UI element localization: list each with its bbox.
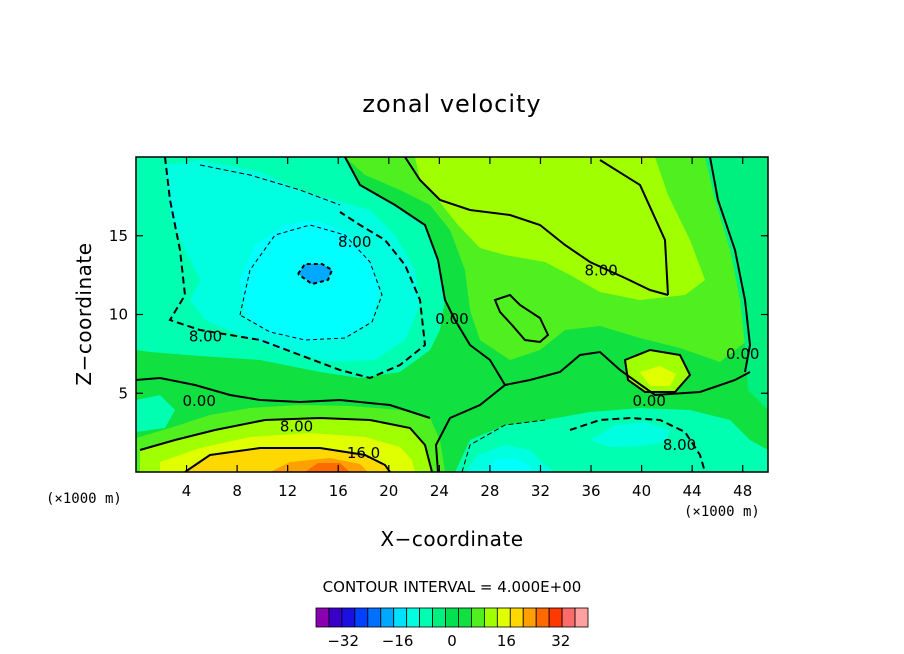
contour-zero-right [504,350,751,397]
contour-minus4-upper-left [199,164,341,206]
contour-minus4-lower-right [461,419,546,472]
contour-interval-text: CONTOUR INTERVAL = 4.000E+00 [323,578,582,596]
x-tick-label: 40 [632,482,651,500]
contour-labels: 8.00 8.00 8.00 0.00 0.00 8.00 16.0 0.00 8.00 0.00 [182,233,759,462]
contour-16-lower-left [184,447,391,472]
contour-8-lower-left [139,416,433,472]
contour-minus8-upper-left [164,157,427,380]
band-upper-right-12 [588,160,668,290]
band-lower-left-minus4 [136,395,175,432]
x-unit-label-left: (×1000 m) [46,491,122,507]
chart-title: zonal velocity [362,90,541,118]
x-tick-label: 12 [278,482,297,500]
colorbar-tick-label: 0 [447,632,457,650]
contour-minus8-lower-right [569,416,706,472]
colorbar-swatch [432,607,446,628]
colorbar-swatch [535,607,550,628]
x-tick-label: 44 [683,482,702,500]
x-tick-label: 4 [182,482,192,500]
colorbar-swatch [315,607,330,628]
colorbar-swatch [509,607,524,628]
band-lower-right-minus12 [485,458,532,472]
colorbar-swatch [367,607,382,628]
x-axis-title: X−coordinate [380,527,523,551]
x-tick-label: 24 [430,482,449,500]
y-axis-title: Z−coordinate [72,242,96,385]
contour-label: 8.00 [663,436,696,454]
contour-8-right-lobe [623,348,692,393]
band-island-8 [495,295,548,342]
x-tick-label: 32 [531,482,550,500]
x-tick-label: 8 [232,482,242,500]
colorbar-swatch [483,607,498,628]
colorbar-tick-label: 32 [551,632,570,650]
band-right-edge-minus4 [705,157,768,410]
colorbar-swatch [574,607,589,628]
contour-island [493,293,550,344]
colorbar-tick-label: −16 [382,632,414,650]
y-axis: 5 10 15 [109,227,768,402]
contour-label: 8.00 [189,328,222,346]
x-tick-label: 48 [733,482,752,500]
y-tick-label: 10 [109,306,128,324]
x-tick-label: 28 [480,482,499,500]
colorbar-swatch [496,607,511,628]
contour-label: 8.00 [584,261,617,279]
band-upper-left-minus16 [298,264,332,284]
x-tick-label: 16 [329,482,348,500]
colorbar-swatch [393,607,408,628]
contour-label: 0.00 [182,392,215,410]
x-tick-label: 20 [379,482,398,500]
colorbar-swatch [328,607,343,628]
colorbar-swatch [354,607,369,628]
contour-8-upper-right [404,157,669,296]
x-unit-label-right: (×1000 m) [684,504,760,520]
colorbar-swatch [458,607,472,628]
contour-label: 0.00 [726,345,759,363]
colorbar-swatch [380,607,395,628]
x-tick-label: 36 [581,482,600,500]
colorbar-swatch [471,607,485,628]
colorbar-tick-label: −32 [327,632,359,650]
colorbar-swatch [522,607,537,628]
colorbar-swatch [561,607,576,628]
y-tick-label: 5 [118,384,128,402]
contour-label: 8.00 [280,417,313,435]
contour-8-upper-right-b [599,159,669,296]
band-right-lobe-12 [640,366,676,386]
contour-zero-lower [136,376,431,419]
contour-label: 0.00 [435,310,468,328]
contour-zero-far-right [709,157,752,373]
contour-label: 16.0 [347,444,380,462]
colorbar-swatch [406,607,421,628]
colorbar-swatch [341,607,356,628]
contour-label: 8.00 [338,233,371,251]
colorbar-swatch [445,607,459,628]
x-axis: 4 8 12 16 20 24 28 32 36 40 44 48 [182,157,752,500]
contour-lines [136,157,752,472]
colorbar: −32 −16 0 16 32 [315,607,589,650]
contour-zero-upper [344,157,507,472]
y-tick-label: 15 [109,227,128,245]
colorbar-tick-label: 16 [497,632,516,650]
contour-field [136,157,768,472]
contour-label: 0.00 [632,392,665,410]
colorbar-swatch [419,607,433,628]
band-lower-right-minus8b [590,422,670,447]
colorbar-swatch [548,607,563,628]
